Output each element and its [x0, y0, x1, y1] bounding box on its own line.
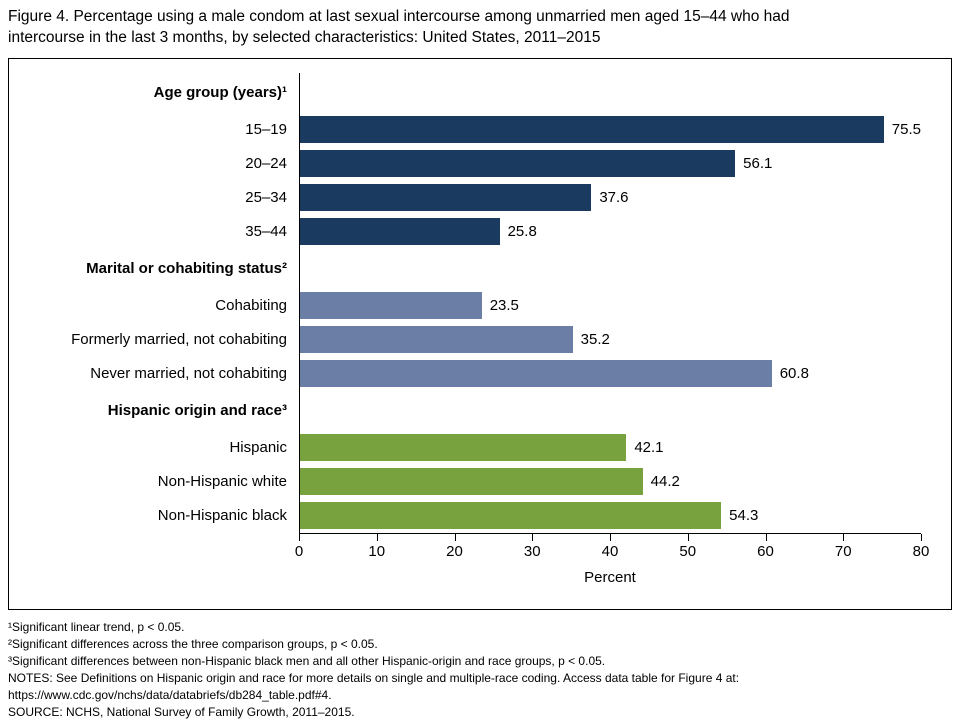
- axis-tick-label: 30: [523, 542, 541, 560]
- bar-row: 20–24 56.1: [19, 147, 921, 181]
- axis-tick-label: 50: [679, 542, 697, 560]
- category-label: Cohabiting: [215, 297, 287, 315]
- axis-tick-mark: [299, 533, 300, 541]
- axis-tick-label: 80: [912, 542, 930, 560]
- value-label: 37.6: [599, 189, 629, 207]
- bar-row: 25–34 37.6: [19, 181, 921, 215]
- value-label: 75.5: [891, 121, 921, 139]
- x-axis-tick-labels: 0 10 20 30 40 50 60 70 80: [295, 542, 930, 561]
- bar-row: 15–19 75.5: [19, 113, 921, 147]
- bar-track: 23.5: [299, 289, 921, 323]
- bar: [299, 434, 627, 462]
- value-label: 54.3: [729, 507, 759, 525]
- bar: [299, 468, 643, 496]
- group-header-label: Hispanic origin and race³: [107, 402, 287, 420]
- value-label: 56.1: [743, 155, 773, 173]
- bar-track: 54.3: [299, 499, 921, 533]
- category-label: 25–34: [245, 189, 287, 207]
- category-label: 35–44: [245, 223, 287, 241]
- category-label: Never married, not cohabiting: [90, 365, 287, 383]
- axis-tick-label: 0: [294, 542, 304, 560]
- value-label: 23.5: [489, 297, 519, 315]
- axis-tick-mark: [921, 533, 922, 541]
- axis-tick-mark: [843, 533, 845, 541]
- bar-track: 35.2: [299, 323, 921, 357]
- y-axis-line: [299, 72, 300, 533]
- category-label: 20–24: [245, 155, 287, 173]
- bar-track: 42.1: [299, 431, 921, 465]
- chart-area: Age group (years)¹ 15–19 75.5 20–24 56.1 25–3…: [8, 57, 952, 610]
- bar-row: Hispanic 42.1: [19, 431, 921, 465]
- group-header-track: [299, 249, 921, 289]
- value-label: 35.2: [580, 331, 610, 349]
- footnote-notes: NOTES: See Definitions on Hispanic origi…: [8, 670, 740, 685]
- footnote-1: ¹Significant linear trend, p < 0.05.: [8, 619, 185, 634]
- axis-tick-mark: [454, 533, 456, 541]
- footnote-2: ²Significant differences across the thre…: [8, 636, 378, 651]
- axis-tick-mark: [610, 533, 611, 541]
- axis-tick-mark: [687, 533, 689, 541]
- category-label: Non-Hispanic black: [157, 507, 287, 525]
- bar-row: Non-Hispanic white 44.2: [19, 465, 921, 499]
- axis-tick-label: 70: [834, 542, 852, 560]
- bar: [299, 292, 482, 320]
- value-label: 44.2: [650, 473, 680, 491]
- category-label: Hispanic: [229, 439, 287, 457]
- value-label: 60.8: [779, 365, 809, 383]
- axis-tick-label: 40: [601, 542, 619, 560]
- axis-tick-mark: [376, 533, 378, 541]
- axis-tick-mark: [532, 533, 534, 541]
- group-header-track: [299, 73, 921, 113]
- bar-track: 60.8: [299, 357, 921, 391]
- bar-row: Never married, not cohabiting 60.8: [19, 357, 921, 391]
- bar-row: 35–44 25.8: [19, 215, 921, 249]
- figure-title: Figure 4. Percentage using a male condom…: [0, 0, 960, 51]
- x-axis-title: Percent: [584, 568, 636, 586]
- bar: [299, 150, 736, 178]
- bar: [299, 184, 592, 212]
- bar-track: 37.6: [299, 181, 921, 215]
- bar: [299, 502, 722, 530]
- category-label: Non-Hispanic white: [157, 473, 287, 491]
- bar-track: 56.1: [299, 147, 921, 181]
- value-label: 42.1: [634, 439, 664, 457]
- axis-tick-label: 60: [757, 542, 774, 560]
- figure-title-line-1: Figure 4. Percentage using a male condom…: [8, 8, 790, 25]
- x-axis-line: [299, 532, 922, 541]
- group-header-row: Age group (years)¹: [19, 73, 921, 113]
- footnote-3: ³Significant differences between non-His…: [8, 653, 606, 668]
- chart-rows: Age group (years)¹ 15–19 75.5 20–24 56.1 25–3…: [19, 73, 921, 533]
- axis-tick-label: 10: [368, 542, 386, 560]
- category-label: Formerly married, not cohabiting: [71, 331, 287, 349]
- group-header-row: Marital or cohabiting status²: [19, 249, 921, 289]
- bar: [299, 360, 772, 388]
- group-header-track: [299, 391, 921, 431]
- bar-track: 75.5: [299, 113, 921, 147]
- footnotes: ¹Significant linear trend, p < 0.05. ²Si…: [0, 610, 960, 721]
- bar-track: 25.8: [299, 215, 921, 249]
- bar-row: Cohabiting 23.5: [19, 289, 921, 323]
- axis-tick-mark: [765, 533, 767, 541]
- footnote-notes-url: https://www.cdc.gov/nchs/data/databriefs…: [8, 687, 332, 702]
- bar: [299, 116, 884, 144]
- group-header-row: Hispanic origin and race³: [19, 391, 921, 431]
- bar: [299, 326, 573, 354]
- value-label: 25.8: [507, 223, 537, 241]
- bar-row: Formerly married, not cohabiting 35.2: [19, 323, 921, 357]
- figure-title-line-2: intercourse in the last 3 months, by sel…: [8, 29, 601, 47]
- group-header-label: Age group (years)¹: [153, 84, 287, 102]
- bar: [299, 218, 500, 246]
- category-label: 15–19: [245, 121, 287, 139]
- bar-track: 44.2: [299, 465, 921, 499]
- footnote-source: SOURCE: NCHS, National Survey of Family …: [8, 704, 355, 719]
- axis-tick-label: 20: [446, 542, 463, 560]
- bar-row: Non-Hispanic black 54.3: [19, 499, 921, 533]
- group-header-label: Marital or cohabiting status²: [86, 260, 287, 278]
